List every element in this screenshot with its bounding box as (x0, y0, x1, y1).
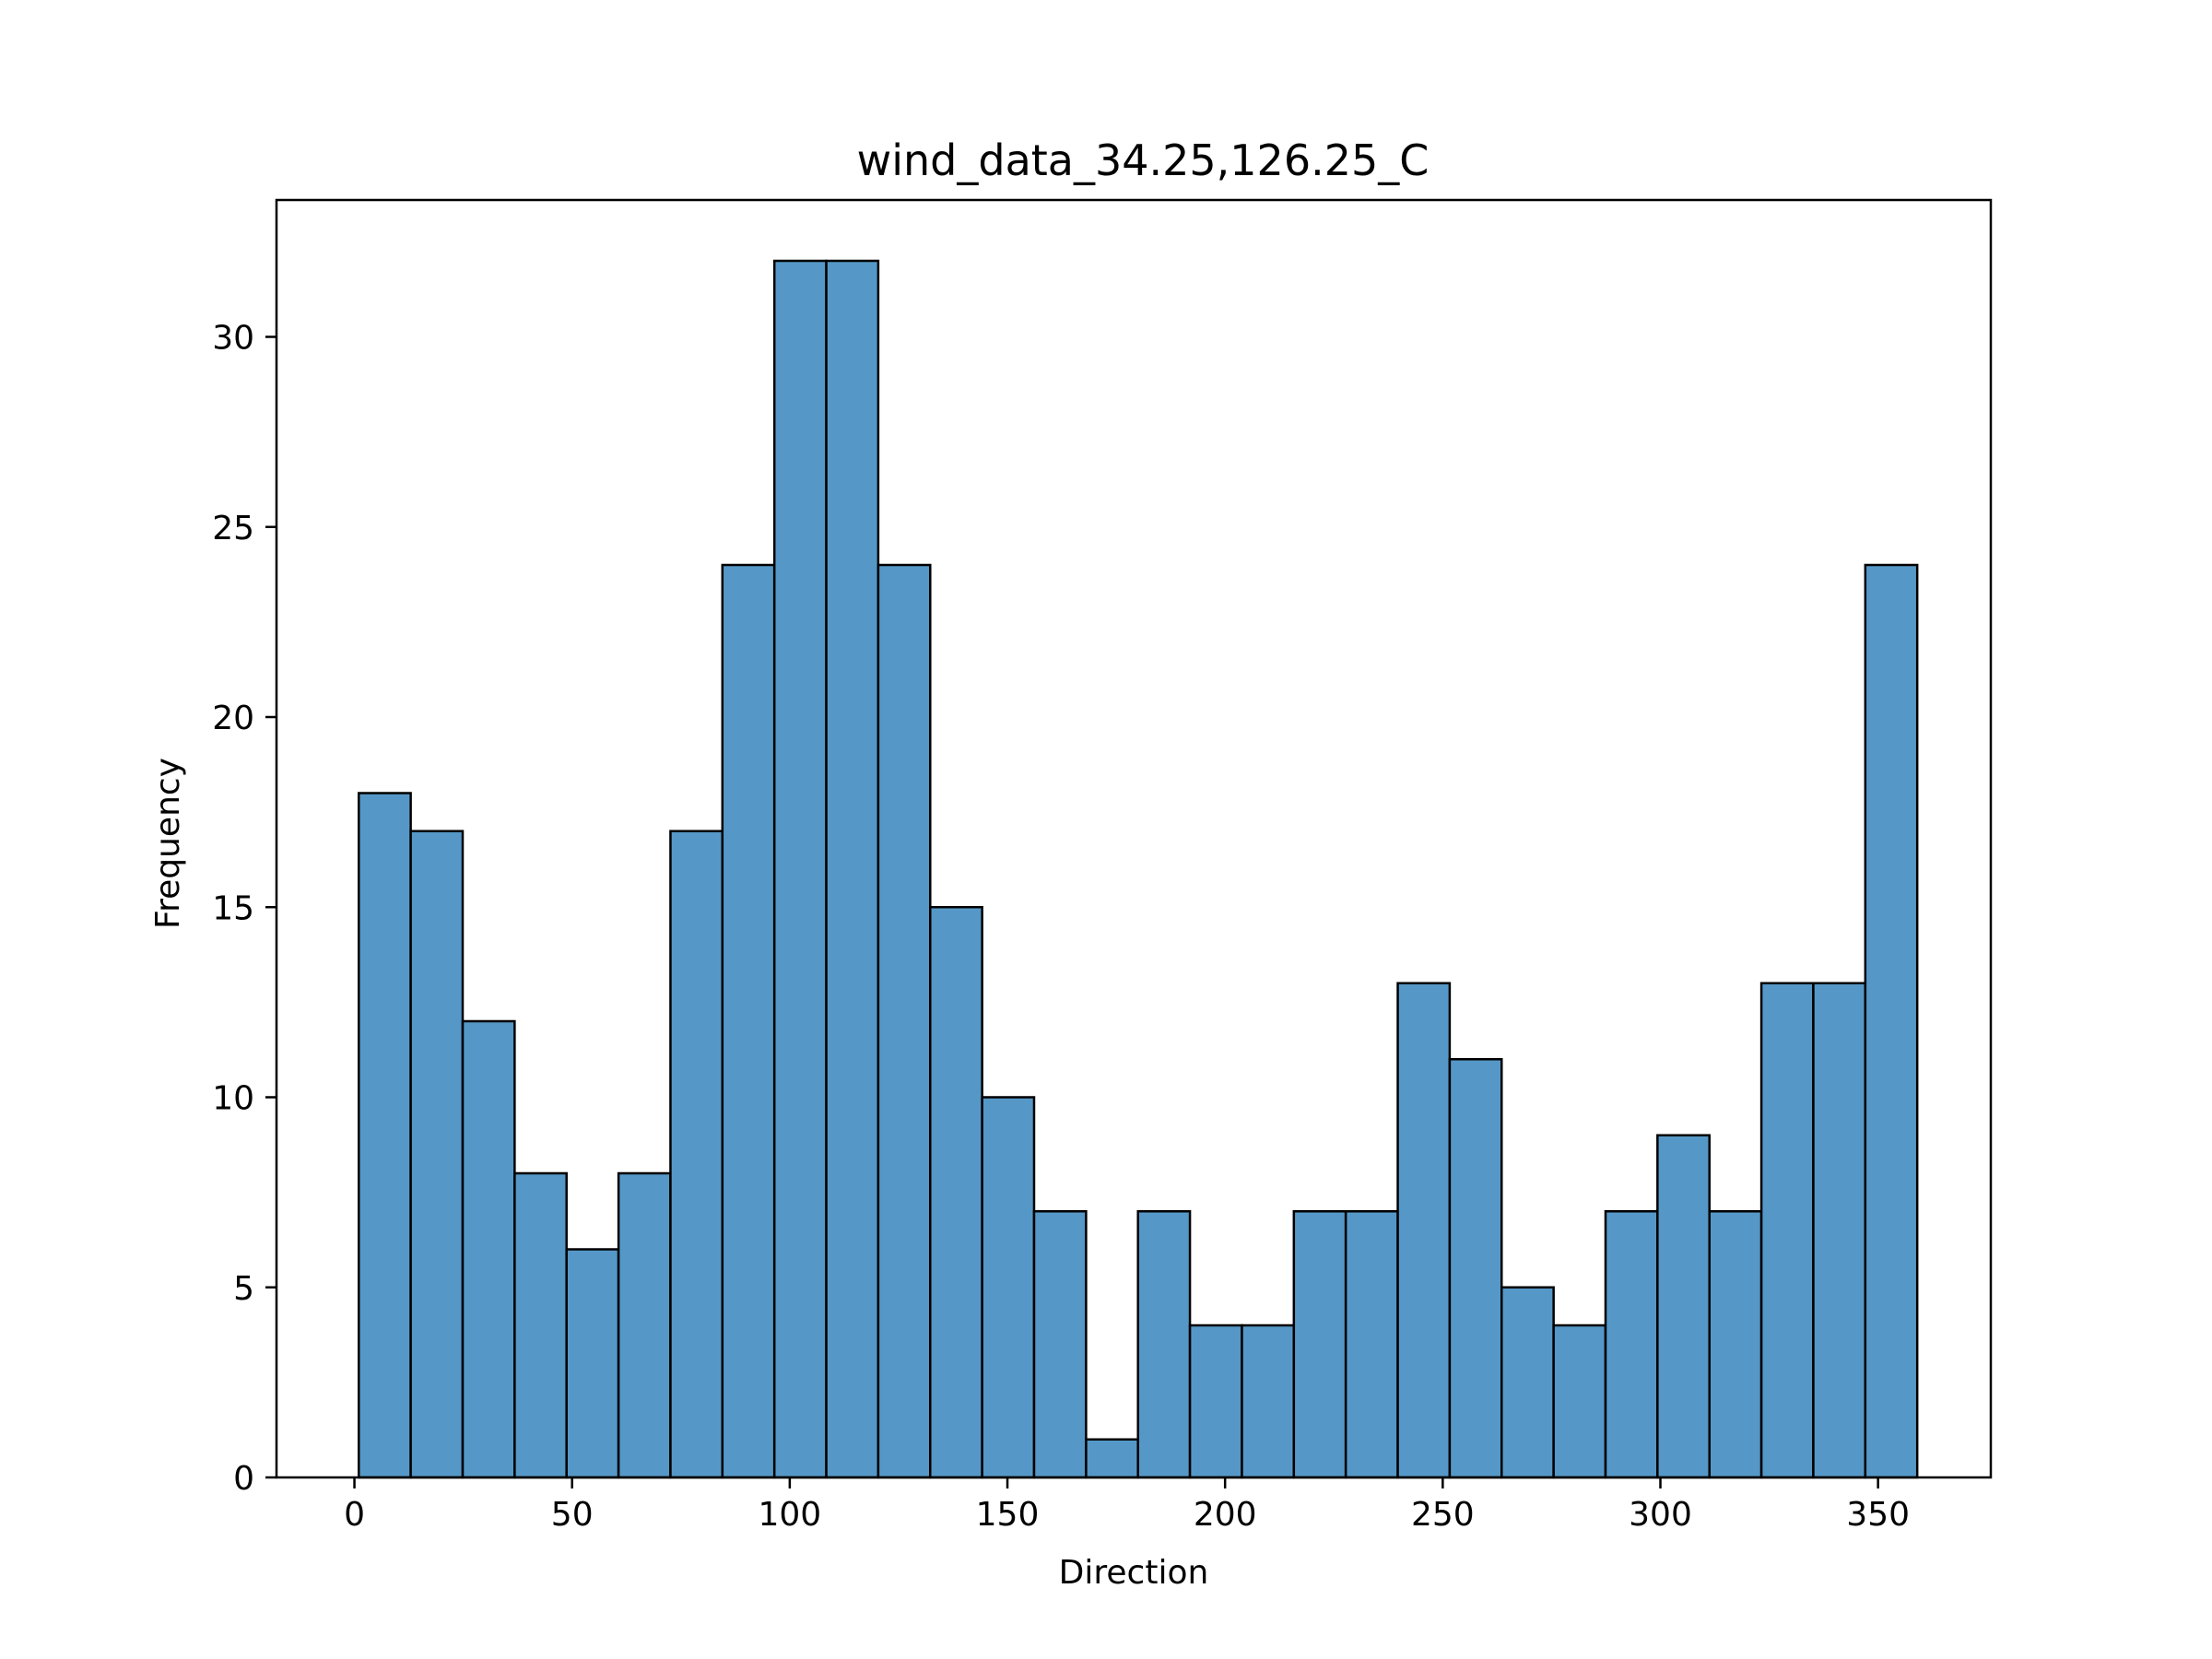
histogram-bar (1552, 1324, 1607, 1479)
histogram-bar (1085, 1438, 1139, 1479)
y-tick-label: 15 (212, 889, 254, 927)
histogram-bar (825, 259, 880, 1479)
histogram-bar (1241, 1324, 1296, 1479)
x-tick-label: 100 (759, 1496, 822, 1534)
histogram-bar (565, 1248, 620, 1479)
x-tick-label: 50 (551, 1496, 594, 1534)
histogram-bar (721, 563, 776, 1479)
histogram-bar (669, 830, 724, 1479)
histogram-bar (617, 1171, 672, 1479)
plot-frame (275, 198, 1993, 1479)
chart-title: wind_data_34.25,126.25_C (857, 135, 1430, 185)
x-tick-label: 250 (1411, 1496, 1475, 1534)
y-tick-label: 30 (212, 320, 254, 358)
y-tick-label: 0 (233, 1460, 254, 1498)
y-axis-ticks: 0 5 10 15 20 25 30 (212, 320, 276, 1498)
x-axis-ticks: 0 50 100 150 200 250 300 350 (344, 1477, 1910, 1534)
histogram-bar (1864, 563, 1919, 1479)
x-tick-label: 0 (344, 1496, 365, 1534)
x-tick-label: 350 (1846, 1496, 1910, 1534)
y-tick-label: 20 (212, 700, 254, 737)
y-tick-label: 25 (212, 510, 254, 547)
histogram-bar (513, 1171, 568, 1479)
histogram-bar (1604, 1210, 1659, 1479)
x-tick-label: 150 (976, 1496, 1040, 1534)
histogram-bar (1500, 1286, 1555, 1479)
histogram-bar (929, 906, 983, 1479)
histogram-bar (358, 792, 412, 1479)
y-axis-label: Frequency (149, 758, 187, 929)
histogram-bar (461, 1019, 516, 1479)
histogram-bar (1396, 982, 1452, 1479)
histogram-bar (1292, 1210, 1347, 1479)
histogram-bar (1812, 982, 1867, 1479)
histogram-bar (1708, 1210, 1763, 1479)
x-tick-label: 200 (1194, 1496, 1257, 1534)
x-axis-label: Direction (1059, 1554, 1209, 1592)
histogram-bar (1032, 1210, 1088, 1479)
y-tick-label: 5 (233, 1270, 254, 1308)
histogram-bar (877, 563, 932, 1479)
histogram-bar (1759, 982, 1815, 1479)
y-tick-label: 10 (212, 1080, 254, 1118)
histogram-bar (1188, 1324, 1243, 1479)
histogram-bar (409, 830, 465, 1479)
histogram-bar (1448, 1058, 1503, 1479)
histogram-bar (772, 259, 828, 1479)
histogram-bar (1656, 1134, 1711, 1479)
x-tick-label: 300 (1629, 1496, 1692, 1534)
histogram-bar (981, 1096, 1036, 1479)
histogram-bar (1344, 1210, 1399, 1479)
histogram-bar (1136, 1210, 1192, 1479)
bars-group (358, 259, 1919, 1479)
